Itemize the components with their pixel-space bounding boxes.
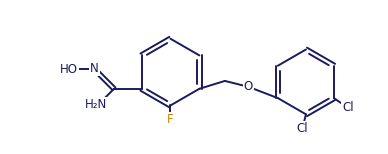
- Text: N: N: [90, 62, 99, 75]
- Text: HO: HO: [60, 63, 78, 76]
- Text: Cl: Cl: [296, 122, 308, 135]
- Text: Cl: Cl: [342, 101, 353, 114]
- Text: O: O: [244, 80, 253, 93]
- Text: F: F: [167, 113, 174, 126]
- Text: H₂N: H₂N: [85, 98, 107, 111]
